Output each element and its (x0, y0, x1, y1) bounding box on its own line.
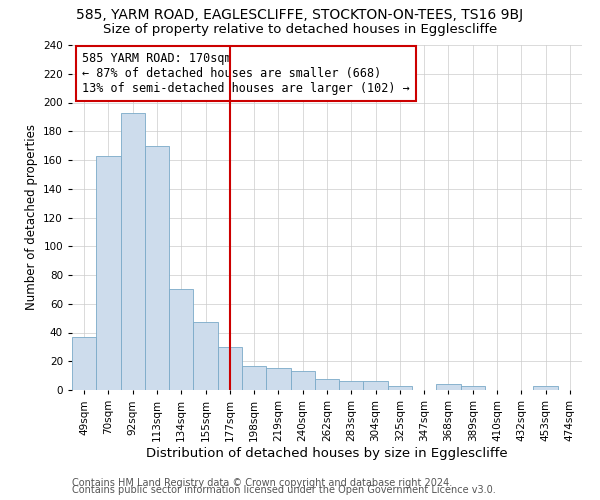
Bar (339, 382, 364, 390)
Bar (533, 386, 558, 390)
Text: 585 YARM ROAD: 170sqm
← 87% of detached houses are smaller (668)
13% of semi-det: 585 YARM ROAD: 170sqm ← 87% of detached … (82, 52, 410, 95)
Bar (315, 378, 339, 390)
Bar (364, 382, 388, 390)
Text: Contains public sector information licensed under the Open Government Licence v3: Contains public sector information licen… (72, 485, 496, 495)
Bar (121, 112, 145, 390)
Text: Contains HM Land Registry data © Crown copyright and database right 2024.: Contains HM Land Registry data © Crown c… (72, 478, 452, 488)
Text: Size of property relative to detached houses in Egglescliffe: Size of property relative to detached ho… (103, 22, 497, 36)
Bar (436, 384, 461, 390)
X-axis label: Distribution of detached houses by size in Egglescliffe: Distribution of detached houses by size … (146, 446, 508, 460)
Bar (218, 347, 242, 390)
Bar (96, 156, 121, 390)
Bar (266, 368, 290, 390)
Bar (242, 366, 266, 390)
Text: 585, YARM ROAD, EAGLESCLIFFE, STOCKTON-ON-TEES, TS16 9BJ: 585, YARM ROAD, EAGLESCLIFFE, STOCKTON-O… (76, 8, 524, 22)
Y-axis label: Number of detached properties: Number of detached properties (25, 124, 38, 310)
Bar (388, 386, 412, 390)
Bar (145, 146, 169, 390)
Bar (169, 290, 193, 390)
Bar (193, 322, 218, 390)
Bar (461, 386, 485, 390)
Bar (72, 337, 96, 390)
Bar (290, 372, 315, 390)
